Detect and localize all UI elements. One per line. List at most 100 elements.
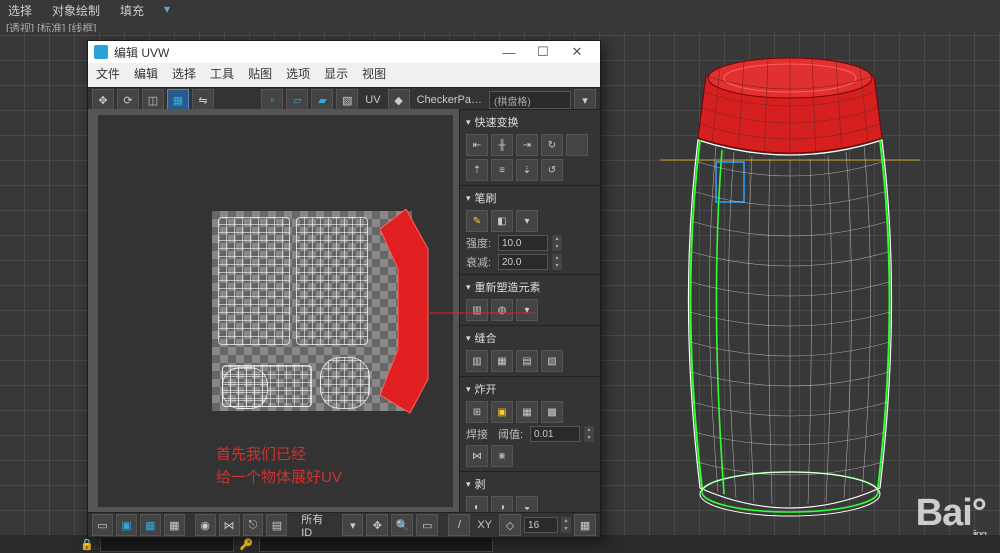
align-bottom-button[interactable]: ⇣ [516,159,538,181]
sb-snap-button[interactable]: ▦ [574,514,596,536]
menu-fill[interactable]: 填充 [120,2,144,20]
lock-icon[interactable]: 🔒 [80,538,94,551]
dropdown-icon[interactable]: ▾ [164,2,170,20]
align-mid-button[interactable]: ≡ [491,159,513,181]
mirror-button[interactable]: ⇋ [192,89,214,111]
vert-mode-button[interactable]: ▫ [261,89,283,111]
peel2-button[interactable]: ◑ [491,496,513,513]
uv-island [218,217,290,345]
stitch2-button[interactable]: ▦ [491,350,513,372]
strength-value[interactable]: 10.0 [498,235,548,251]
selection-field [100,536,234,552]
angle-spinner[interactable]: ▴▾ [561,517,571,533]
thresh-spinner[interactable]: ▴▾ [584,426,594,442]
checker-opts-button[interactable]: ▾ [574,89,596,111]
coord-field [259,536,493,552]
panel-peel: 剥 ◐ ◑ ◒ 分离 [460,471,600,513]
sb-owner-opts[interactable]: ▾ [342,514,363,536]
key-icon[interactable]: 🔑 [240,538,254,551]
peel1-button[interactable]: ◐ [466,496,488,513]
explode4-button[interactable]: ▩ [541,401,563,423]
paint-brush-button[interactable]: ✎ [466,210,488,232]
panel-explode: 炸开 ⊞ ▣ ▦ ▩ 焊接 阈值: 0.01 ▴▾ ⋈ ⋇ [460,376,600,471]
titlebar[interactable]: 编辑 UVW — ☐ ✕ [88,41,600,63]
sb-break-button[interactable]: ⎋ [243,514,264,536]
stitch3-button[interactable]: ▤ [516,350,538,372]
window-title: 编辑 UVW [114,44,169,61]
rotate-cw-button[interactable]: ↻ [541,134,563,156]
thresh-label: 阈值: [498,426,526,442]
spacer1 [566,134,588,156]
xy-label: XY [477,519,492,531]
uv-island [222,367,268,409]
align-left-button[interactable]: ⇤ [466,134,488,156]
uv-canvas[interactable]: 首先我们已经 给一个物体展好UV [88,109,460,513]
rotate-ccw-button[interactable]: ↺ [541,159,563,181]
freeform-button[interactable]: ▦ [167,89,189,111]
sb-weld-button[interactable]: ⋈ [219,514,240,536]
edge-mode-button[interactable]: ▱ [286,89,308,111]
explode2-button[interactable]: ▣ [491,401,513,423]
align-center-button[interactable]: ╫ [491,134,513,156]
minimize-button[interactable]: — [492,45,526,60]
sb-rect-button[interactable]: ▭ [92,514,113,536]
stitch1-button[interactable]: ▥ [466,350,488,372]
weld-label: 焊接 [466,426,494,442]
uvw-editor-window: 编辑 UVW — ☐ ✕ 文件 编辑 选择 工具 贴图 选项 显示 视图 ✥ ⟳… [87,40,601,538]
explode1-button[interactable]: ⊞ [466,401,488,423]
brush-opts-button[interactable]: ▾ [516,210,538,232]
angle-value[interactable]: 16 [524,517,558,533]
menu-select[interactable]: 选择 [172,65,196,85]
menu-tools[interactable]: 工具 [210,65,234,85]
relax-brush-button[interactable]: ◧ [491,210,513,232]
annotation-text: 首先我们已经 给一个物体展好UV [216,444,342,489]
sb-cube1-button[interactable]: ▣ [116,514,137,536]
owner-label: 所有 ID [301,511,335,539]
sb-fit-button[interactable]: ▭ [416,514,438,536]
explode3-button[interactable]: ▦ [516,401,538,423]
elem-mode-button[interactable]: ▧ [336,89,358,111]
sb-lock-button[interactable]: ◇ [499,514,521,536]
menu-file[interactable]: 文件 [96,65,120,85]
sb-cube2-button[interactable]: ▦ [140,514,161,536]
menu-mapping[interactable]: 贴图 [248,65,272,85]
align-top-button[interactable]: ⇡ [466,159,488,181]
checker-dropdown[interactable]: (棋盘格) [489,91,571,109]
main-menu: 选择 对象绘制 填充 ▾ [0,0,1000,22]
scale-button[interactable]: ◫ [142,89,164,111]
sb-pan-button[interactable]: ✥ [366,514,388,536]
weld1-button[interactable]: ⋈ [466,445,488,467]
sb-zoom-button[interactable]: 🔍 [391,514,413,536]
thresh-value[interactable]: 0.01 [530,426,580,442]
app-icon [94,45,108,59]
uv-island [320,357,370,409]
falloff-label: 衰减: [466,254,494,270]
strength-label: 强度: [466,235,494,251]
peel3-button[interactable]: ◒ [516,496,538,513]
selected-uv-island [380,209,428,413]
align-right-button[interactable]: ⇥ [516,134,538,156]
uv-toggle-button[interactable]: ◆ [388,89,410,111]
stitch4-button[interactable]: ▧ [541,350,563,372]
falloff-spinner[interactable]: ▴▾ [552,254,562,270]
face-mode-button[interactable]: ▰ [311,89,333,111]
menu-display[interactable]: 显示 [324,65,348,85]
menu-options[interactable]: 选项 [286,65,310,85]
panel-brush: 笔刷 ✎ ◧ ▾ 强度: 10.0 ▴▾ 衰减: 20.0 ▴▾ [460,185,600,274]
bottle-mesh [660,42,920,532]
maximize-button[interactable]: ☐ [526,44,560,60]
menu-view[interactable]: 视图 [362,65,386,85]
sb-soft-button[interactable]: ◉ [195,514,216,536]
weld2-button[interactable]: ⋇ [491,445,513,467]
menu-edit[interactable]: 编辑 [134,65,158,85]
sb-grid-button[interactable]: ▦ [164,514,185,536]
strength-spinner[interactable]: ▴▾ [552,235,562,251]
checker-label: CheckerPa… [417,94,482,106]
falloff-value[interactable]: 20.0 [498,254,548,270]
sb-edge-button[interactable]: / [448,514,470,536]
rotate-button[interactable]: ⟳ [117,89,139,111]
move-button[interactable]: ✥ [92,89,114,111]
close-button[interactable]: ✕ [560,44,594,60]
sb-map-button[interactable]: ▤ [266,514,287,536]
uvw-statusbar: ▭ ▣ ▦ ▦ ◉ ⋈ ⎋ ▤ 所有 ID ▾ ✥ 🔍 ▭ / XY ◇ 16 … [88,512,600,537]
